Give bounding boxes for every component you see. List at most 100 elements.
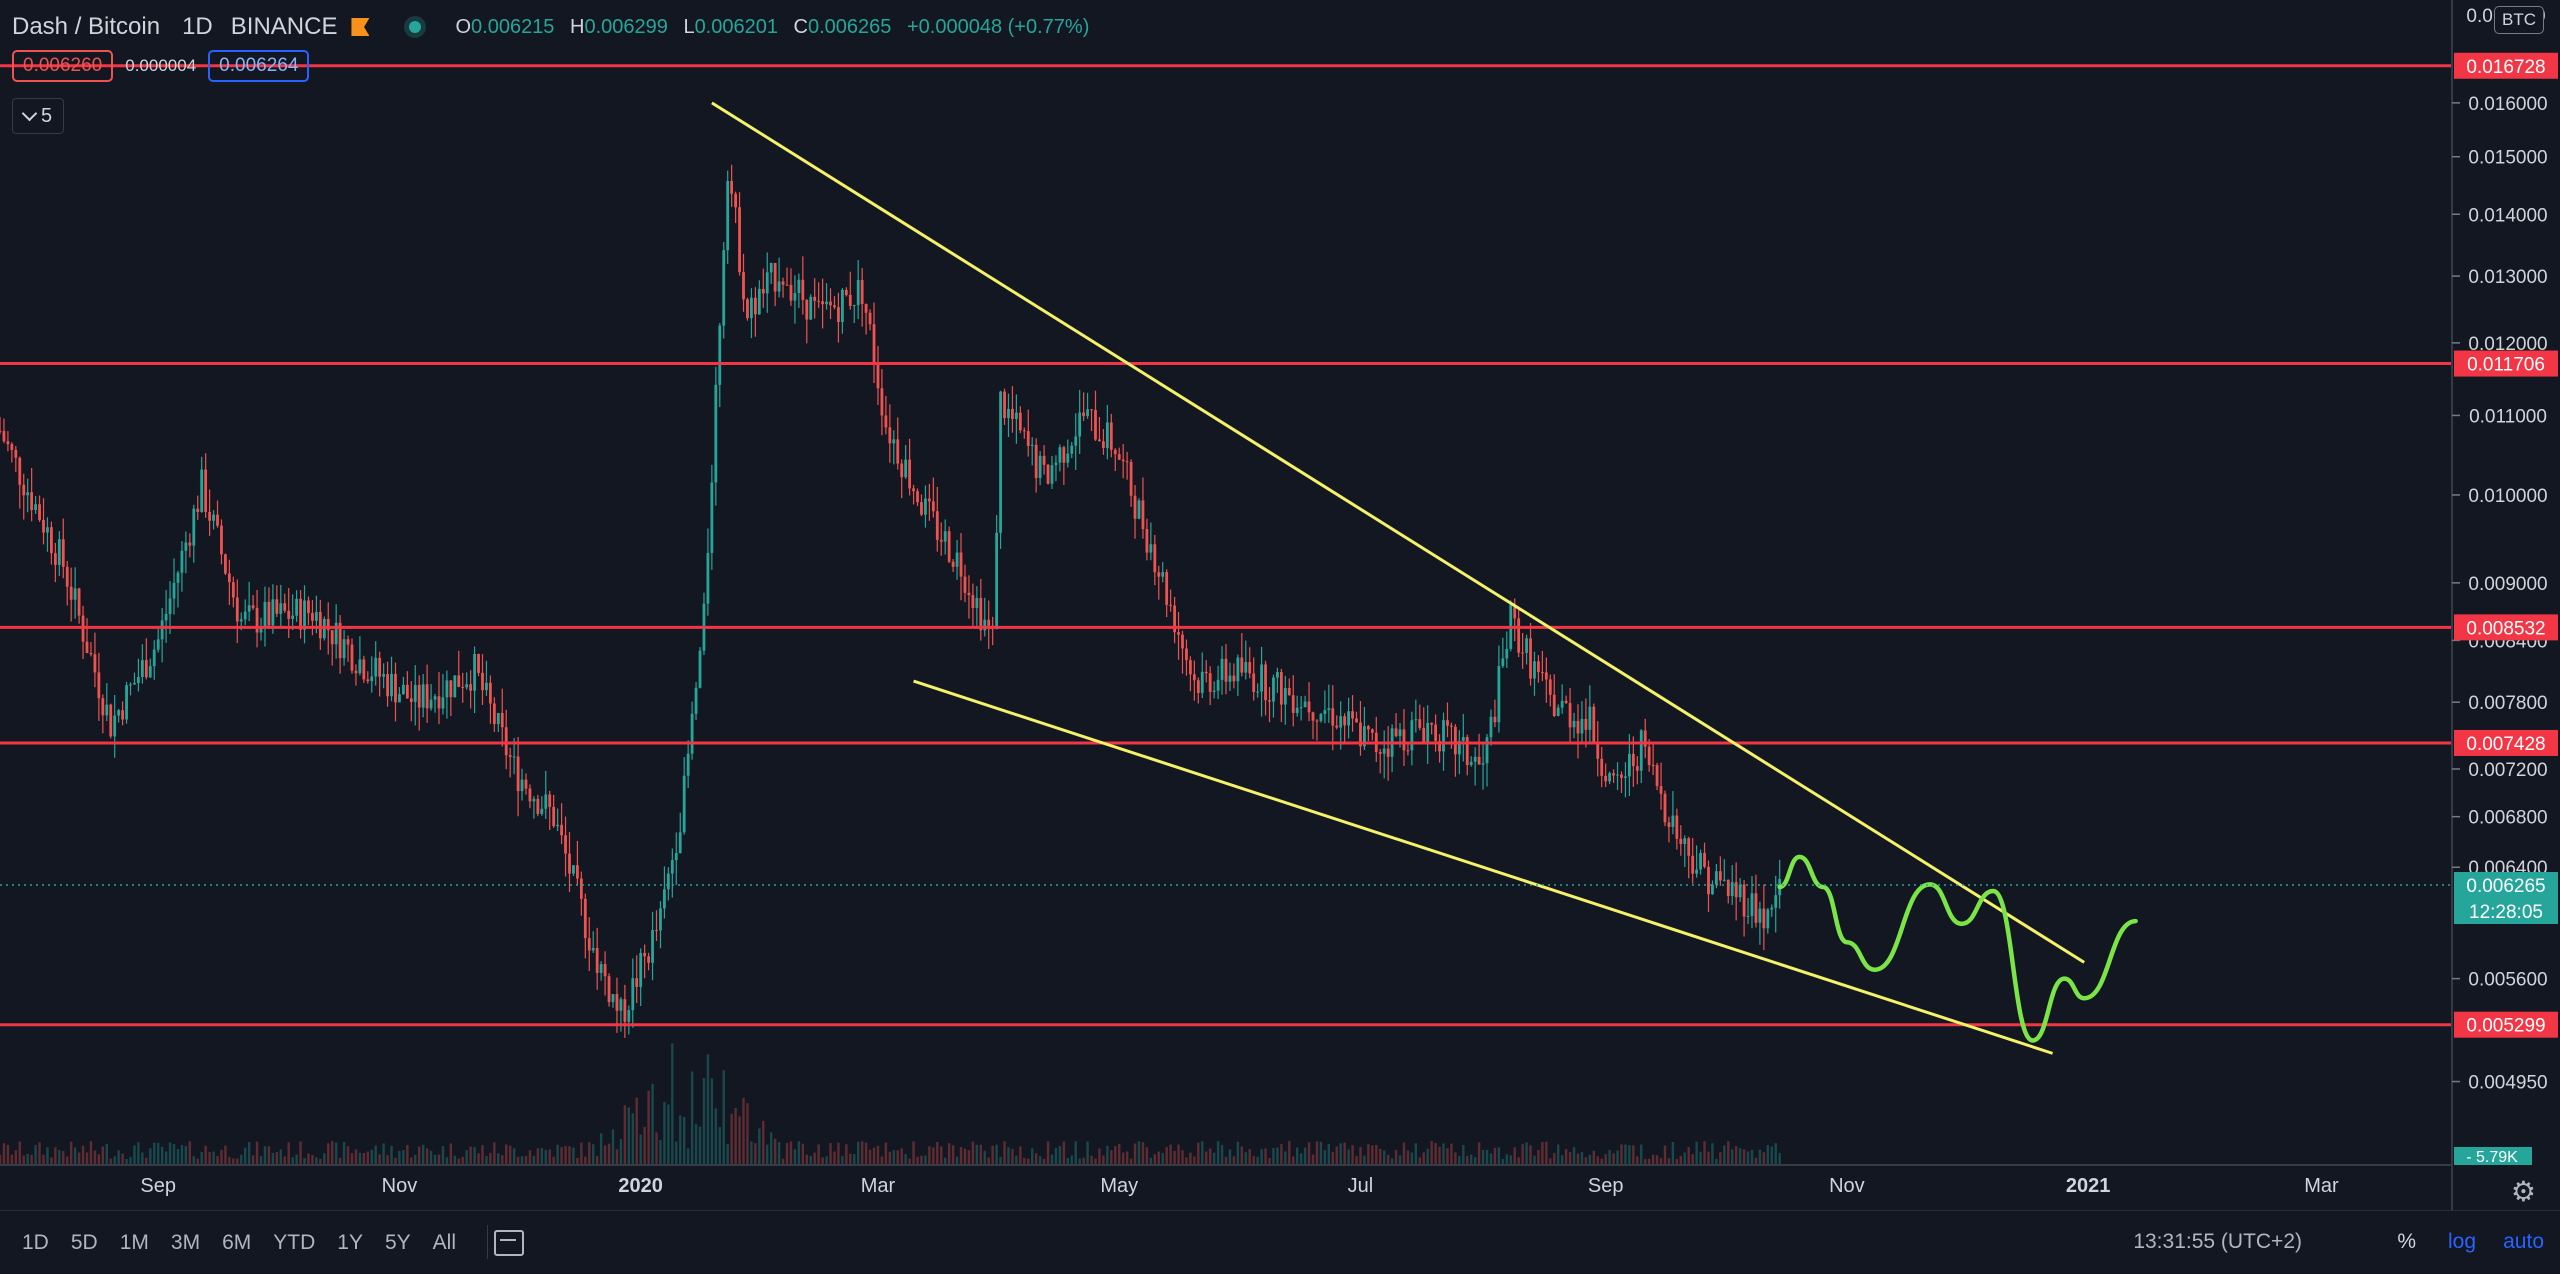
volume-bar (1276, 1147, 1279, 1165)
candle-body (26, 492, 30, 496)
candle-body (967, 592, 971, 596)
candle-body (797, 279, 801, 294)
range-1m-button[interactable]: 1M (119, 1230, 149, 1254)
volume-bar (279, 1149, 282, 1165)
range-3m-button[interactable]: 3M (170, 1230, 201, 1254)
candle-body (330, 630, 334, 645)
currency-badge[interactable]: BTC (2494, 6, 2544, 34)
volume-bar (299, 1141, 302, 1165)
volume-bar (1616, 1150, 1619, 1165)
volume-bar (1734, 1146, 1738, 1165)
volume-bar (671, 1043, 674, 1165)
candle-body (1398, 729, 1402, 737)
time-axis[interactable]: Sep Nov 2020 Mar May Jul Sep Nov 2021 Mar (0, 1164, 2452, 1197)
volume-bar (738, 1116, 741, 1165)
candle-body (1295, 707, 1299, 713)
candle-body (0, 430, 2, 432)
candle-body (1497, 666, 1501, 723)
volume-bar (1153, 1154, 1157, 1165)
volume-bar (493, 1142, 496, 1165)
volume-bar (176, 1149, 180, 1165)
candle-body (500, 712, 504, 728)
clock-timezone[interactable]: 13:31:55 (UTC+2) (2133, 1230, 2302, 1253)
price-axis[interactable]: 0.016000 0.015000 0.014000 0.013000 0.012000… (2451, 0, 2560, 1210)
volume-bar (1371, 1145, 1374, 1165)
auto-scale-toggle[interactable]: auto (2503, 1230, 2544, 1253)
buy-price-button[interactable]: 0.006264 (208, 50, 310, 82)
volume-bar (1098, 1148, 1101, 1165)
volume-bar (1434, 1142, 1437, 1165)
candle-body (1030, 444, 1034, 446)
chart-settings-gear-icon[interactable]: ⚙ (2510, 1176, 2536, 1207)
range-1y-button[interactable]: 1Y (337, 1230, 363, 1254)
volume-bar (1588, 1154, 1592, 1165)
candle-body (1635, 766, 1639, 771)
candle-body (1473, 756, 1477, 762)
volume-bar (1303, 1147, 1307, 1165)
symbol-name[interactable]: Dash / Bitcoin (12, 13, 161, 40)
candle-body (639, 952, 643, 987)
volume-bar (1165, 1147, 1168, 1165)
candle-body (168, 598, 172, 614)
volume-bar (769, 1132, 773, 1165)
volume-bar (1774, 1143, 1777, 1165)
range-1d-button[interactable]: 1D (22, 1230, 49, 1254)
level-price-label: 0.007428 (2466, 734, 2545, 755)
range-all-button[interactable]: All (432, 1230, 456, 1254)
candle-body (1311, 712, 1315, 721)
volume-bar (1054, 1148, 1058, 1165)
volume-bar (414, 1154, 417, 1165)
wedge-trendlines[interactable] (711, 101, 2085, 1055)
candle-body (22, 484, 26, 496)
candle-body (386, 674, 389, 697)
candle-body (1082, 412, 1086, 417)
market-status-dot-icon (409, 21, 422, 33)
last-price-tag (2454, 872, 2558, 899)
candle-body (631, 978, 635, 1011)
volume-bar (1027, 1158, 1030, 1165)
calendar-icon[interactable] (494, 1229, 524, 1256)
volume-bar (10, 1154, 14, 1165)
range-5d-button[interactable]: 5D (70, 1230, 98, 1254)
close-value: 0.006265 (808, 15, 892, 38)
candle-body (1220, 658, 1224, 680)
flag-icon[interactable] (351, 18, 370, 36)
candle-body (148, 666, 152, 678)
price-tick-label: 0.011000 (2469, 406, 2547, 427)
sell-price-button[interactable]: 0.006260 (12, 50, 114, 82)
candle-body (1655, 765, 1659, 787)
volume-bar (192, 1155, 195, 1165)
volume-bar (14, 1150, 18, 1165)
support-resistance-levels[interactable] (0, 64, 2452, 1027)
log-scale-toggle[interactable]: log (2447, 1230, 2476, 1253)
volume-bar (801, 1143, 805, 1165)
candle-body (417, 684, 421, 708)
candle-body (1426, 722, 1430, 742)
volume-bar (1663, 1145, 1667, 1165)
volume-bar (251, 1155, 255, 1165)
candle-body (1256, 691, 1260, 693)
interval-label[interactable]: 1D (182, 13, 213, 40)
projection-drawing[interactable] (1777, 854, 2138, 1043)
candle-body (188, 542, 192, 546)
volume-bar (105, 1144, 108, 1165)
range-5y-button[interactable]: 5Y (384, 1230, 411, 1254)
price-chart[interactable]: 0.016000 0.015000 0.014000 0.013000 0.012000… (0, 0, 2560, 1210)
trendline (913, 679, 2054, 1055)
candle-body (1746, 915, 1750, 917)
candle-body (1572, 720, 1576, 728)
range-6m-button[interactable]: 6M (222, 1230, 252, 1254)
indicators-collapse-button[interactable]: 5 (12, 98, 64, 134)
candle-body (421, 684, 425, 708)
range-ytd-button[interactable]: YTD (273, 1230, 316, 1254)
candle-body (528, 788, 532, 802)
percent-scale-toggle[interactable]: % (2397, 1230, 2416, 1253)
candle-body (1414, 719, 1418, 721)
volume-bar (354, 1149, 358, 1165)
volume-bar (1264, 1148, 1267, 1165)
candle-body (1117, 454, 1121, 460)
volume-bar (607, 1143, 611, 1165)
symbol-legend[interactable]: Dash / Bitcoin 1D BINANCE O0.006215 H0.0… (12, 10, 1099, 44)
candle-body (579, 878, 583, 899)
candle-body (856, 280, 860, 305)
